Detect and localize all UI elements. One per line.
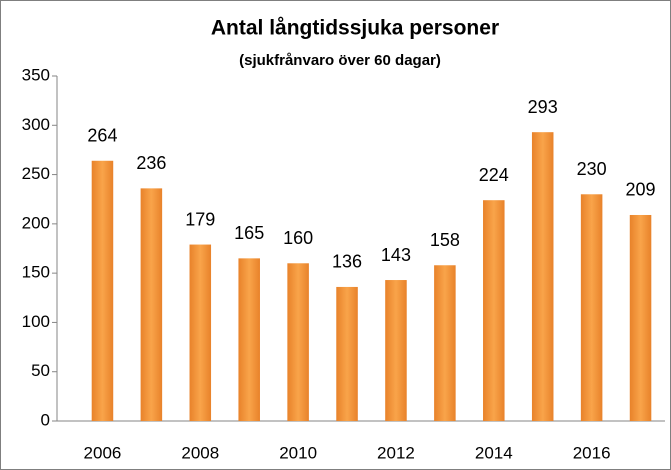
y-tick-label: 100 xyxy=(22,312,50,331)
x-tick-label: 2010 xyxy=(279,443,317,462)
data-label: 293 xyxy=(528,97,558,117)
bar xyxy=(385,280,407,421)
y-tick-label: 200 xyxy=(22,213,50,232)
data-label: 165 xyxy=(234,223,264,243)
data-label: 179 xyxy=(185,209,215,229)
bar xyxy=(629,214,652,421)
bar xyxy=(483,200,505,421)
y-tick-label: 300 xyxy=(22,115,50,134)
chart-subtitle: (sjukfrånvaro över 60 dagar) xyxy=(239,52,441,69)
data-label: 143 xyxy=(381,245,411,265)
x-tick-label: 2006 xyxy=(84,443,122,462)
data-label: 209 xyxy=(626,180,656,200)
bar xyxy=(91,160,114,421)
y-tick-label: 0 xyxy=(41,410,50,429)
bar xyxy=(140,188,163,421)
data-label: 136 xyxy=(332,252,362,272)
data-label: 264 xyxy=(87,126,117,146)
y-tick-label: 150 xyxy=(22,263,50,282)
bar xyxy=(287,263,309,421)
x-tick-label: 2008 xyxy=(181,443,219,462)
data-label: 236 xyxy=(136,153,166,173)
y-tick-label: 350 xyxy=(22,65,50,84)
bar xyxy=(580,194,603,421)
data-label: 158 xyxy=(430,230,460,250)
y-tick-label: 250 xyxy=(22,164,50,183)
bar xyxy=(238,258,260,421)
bar xyxy=(434,265,456,421)
x-tick-label: 2016 xyxy=(573,443,611,462)
bar xyxy=(336,286,358,421)
y-tick-label: 50 xyxy=(31,361,50,380)
data-label: 224 xyxy=(479,165,509,185)
x-tick-label: 2014 xyxy=(475,443,513,462)
data-label: 160 xyxy=(283,228,313,248)
bar xyxy=(531,132,554,421)
bar xyxy=(189,244,212,421)
chart-title: Antal långtidssjuka personer xyxy=(211,17,499,40)
data-label: 230 xyxy=(577,159,607,179)
x-tick-label: 2012 xyxy=(377,443,415,462)
